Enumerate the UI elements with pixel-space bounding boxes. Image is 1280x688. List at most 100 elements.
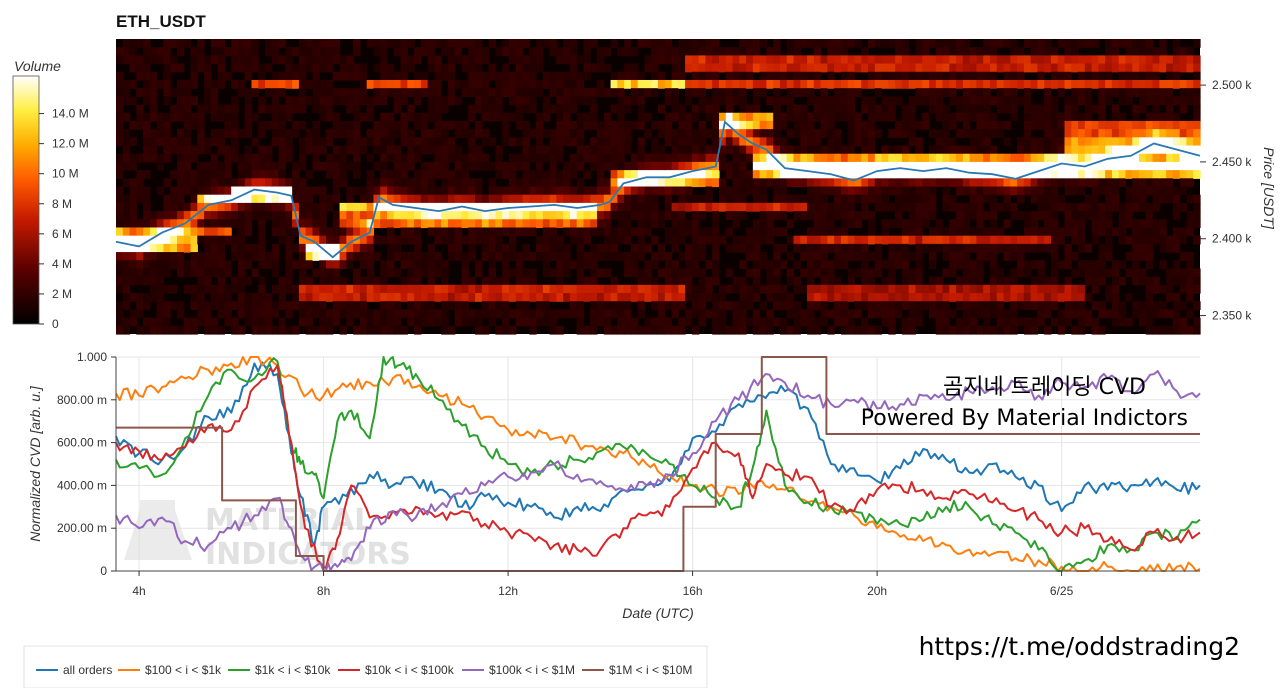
heatmap-cell	[332, 276, 341, 286]
heatmap-cell	[1017, 55, 1025, 65]
heatmap-cell	[1050, 202, 1059, 212]
heatmap-cell	[840, 317, 849, 327]
heatmap-cell	[1145, 260, 1154, 270]
heatmap-cell	[1057, 235, 1066, 245]
heatmap-cell	[1186, 137, 1194, 147]
heatmap-cell	[387, 211, 395, 220]
heatmap-cell	[617, 161, 625, 171]
heatmap-cell	[664, 55, 673, 65]
heatmap-cell	[217, 211, 226, 220]
heatmap-cell	[563, 309, 571, 319]
heatmap-cell	[522, 284, 530, 294]
heatmap-cell	[732, 120, 740, 130]
heatmap-cell	[116, 211, 124, 220]
heatmap-cell	[1050, 104, 1059, 114]
heatmap-cell	[427, 301, 436, 311]
heatmap-cell	[441, 104, 449, 114]
heatmap-cell	[271, 120, 280, 130]
heatmap-cell	[292, 325, 300, 335]
heatmap-cell	[603, 227, 612, 237]
heatmap-cell	[1037, 170, 1045, 179]
heatmap-cell	[143, 194, 151, 204]
heatmap-cell	[901, 186, 910, 196]
heatmap-cell	[779, 145, 788, 155]
footer-url[interactable]: https://t.me/oddstrading2	[919, 632, 1240, 661]
heatmap-cell	[671, 235, 679, 245]
heatmap-cell	[529, 79, 537, 89]
heatmap-cell	[176, 227, 185, 237]
heatmap-cell	[271, 178, 280, 188]
heatmap-cell	[488, 309, 497, 319]
heatmap-cell	[1071, 301, 1079, 311]
heatmap-cell	[793, 88, 801, 97]
heatmap-cell	[624, 137, 632, 147]
heatmap-cell	[983, 243, 991, 253]
heatmap-cell	[217, 268, 226, 278]
heatmap-cell	[332, 112, 341, 122]
heatmap-cell	[678, 325, 686, 335]
heatmap-cell	[312, 325, 320, 335]
cvd-y-tick-label: 200.00 m	[57, 521, 107, 535]
heatmap-cell	[759, 79, 768, 89]
heatmap-cell	[508, 194, 517, 204]
heatmap-cell	[1132, 301, 1140, 311]
heatmap-cell	[901, 120, 910, 130]
heatmap-cell	[339, 284, 347, 294]
heatmap-cell	[210, 243, 219, 253]
heatmap-cell	[244, 153, 253, 163]
heatmap-cell	[766, 120, 774, 130]
heatmap-cell	[969, 178, 978, 188]
heatmap-cell	[414, 55, 422, 65]
legend-box	[23, 645, 708, 688]
heatmap-cell	[935, 79, 944, 89]
heatmap-cell	[1091, 129, 1099, 138]
heatmap-cell	[691, 178, 700, 188]
heatmap-cell	[190, 268, 198, 278]
heatmap-cell	[190, 202, 198, 212]
heatmap-cell	[156, 129, 165, 138]
heatmap-cell	[420, 219, 429, 229]
heatmap-cell	[759, 317, 768, 327]
heatmap-cell	[976, 293, 984, 302]
heatmap-cell	[305, 284, 314, 294]
heatmap-cell	[400, 120, 408, 130]
heatmap-cell	[624, 202, 632, 212]
heatmap-cell	[231, 211, 239, 220]
heatmap-cell	[1057, 79, 1066, 89]
heatmap-cell	[454, 47, 463, 56]
heatmap-cell	[271, 243, 280, 253]
heatmap-cell	[840, 55, 849, 65]
heatmap-cell	[224, 317, 232, 327]
heatmap-cell	[976, 309, 984, 319]
heatmap-cell	[197, 145, 205, 155]
heatmap-cell	[725, 268, 734, 278]
heatmap-cell	[956, 260, 964, 270]
heatmap-cell	[962, 227, 971, 237]
heatmap-cell	[569, 161, 578, 171]
heatmap-cell	[529, 202, 537, 212]
heatmap-cell	[237, 252, 246, 261]
heatmap-cell	[956, 153, 964, 163]
heatmap-cell	[840, 88, 849, 97]
heatmap-cell	[393, 39, 402, 48]
heatmap-cell	[210, 186, 219, 196]
heatmap-cell	[1044, 55, 1052, 65]
heatmap-cell	[976, 88, 984, 97]
heatmap-cell	[807, 211, 815, 220]
heatmap-cell	[624, 161, 632, 171]
heatmap-cell	[1044, 170, 1052, 179]
heatmap-cell	[305, 55, 314, 65]
heatmap-cell	[237, 243, 246, 253]
heatmap-cell	[732, 170, 740, 179]
heatmap-cell	[1023, 153, 1032, 163]
heatmap-cell	[231, 252, 239, 261]
heatmap-cell	[359, 325, 368, 335]
heatmap-cell	[468, 202, 476, 212]
heatmap-cell	[1179, 96, 1188, 106]
heatmap-cell	[1139, 71, 1147, 81]
heatmap-cell	[353, 145, 361, 155]
heatmap-cell	[786, 104, 795, 114]
heatmap-cell	[766, 309, 774, 319]
heatmap-cell	[116, 55, 124, 65]
heatmap-cell	[617, 211, 625, 220]
